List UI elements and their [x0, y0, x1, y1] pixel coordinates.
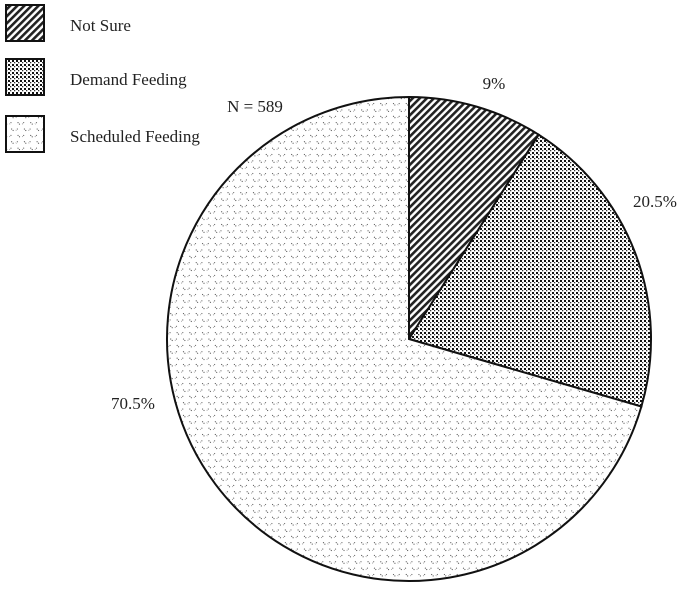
- pie-slice: [407, 133, 652, 408]
- value-label: 70.5%: [111, 394, 155, 413]
- legend-swatch: [5, 115, 45, 153]
- legend-label: Not Sure: [70, 16, 131, 35]
- legend-swatch: [5, 58, 45, 96]
- legend-label: Scheduled Feeding: [70, 127, 200, 146]
- pie-slice: [408, 95, 541, 343]
- pie-slice: [166, 95, 643, 582]
- annotation: N = 589: [227, 97, 283, 116]
- legend-label: Demand Feeding: [70, 70, 187, 89]
- value-label: 9%: [483, 74, 506, 93]
- value-label: 20.5%: [633, 192, 677, 211]
- legend-swatch: [5, 4, 45, 42]
